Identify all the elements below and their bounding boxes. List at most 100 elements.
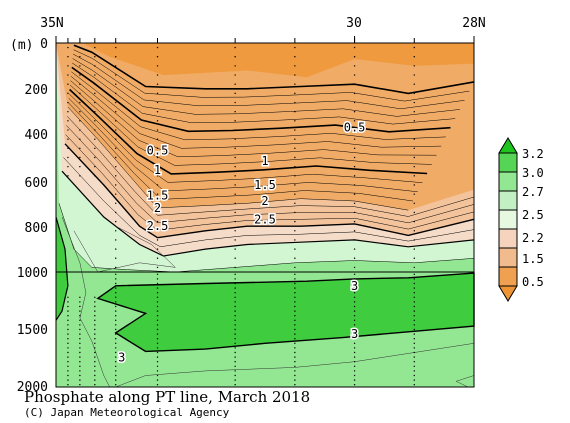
surface-fill <box>56 43 474 78</box>
station-dot-4-1980 <box>156 384 159 386</box>
station-dot-8-220 <box>413 92 415 95</box>
station-dot-1-1380 <box>79 315 81 317</box>
station-dot-4-580 <box>156 175 159 177</box>
station-dot-4-1220 <box>156 296 159 298</box>
station-dot-0-1740 <box>67 356 69 358</box>
contour-label-8: 2.5 <box>147 219 169 233</box>
station-dot-5-620 <box>234 184 236 186</box>
station-dot-8-1540 <box>413 333 415 335</box>
station-dot-4-820 <box>156 230 159 232</box>
station-dot-6-780 <box>294 220 296 223</box>
station-dot-6-660 <box>294 193 296 195</box>
station-dot-5-1780 <box>234 361 236 363</box>
station-dot-0-1500 <box>67 328 69 331</box>
station-dot-3-1860 <box>115 370 117 372</box>
station-dot-0-580 <box>67 175 69 177</box>
station-dot-5-780 <box>234 220 236 223</box>
contour-line-8 <box>70 80 437 158</box>
station-dot-6-20 <box>294 46 296 49</box>
station-dot-6-620 <box>294 184 296 186</box>
station-dot-2-1220 <box>94 296 96 298</box>
station-dot-5-1860 <box>234 370 236 372</box>
station-dot-8-1060 <box>413 278 415 280</box>
contour-line-1 <box>73 49 470 102</box>
station-dot-4-220 <box>156 92 159 95</box>
station-dot-7-340 <box>353 120 356 122</box>
station-dot-6-220 <box>294 92 296 95</box>
station-dot-1-180 <box>79 83 81 85</box>
station-dot-6-1820 <box>294 365 296 367</box>
station-dot-5-1580 <box>234 338 236 340</box>
station-dot-3-1020 <box>115 273 117 275</box>
station-dot-3-300 <box>115 111 117 113</box>
station-dot-2-1820 <box>94 365 96 367</box>
station-dot-1-1300 <box>79 305 81 308</box>
station-dot-6-1620 <box>294 342 296 344</box>
station-dot-4-1020 <box>156 273 159 275</box>
contour-label-3: 1 <box>261 154 268 168</box>
contour-label-2: 1 <box>154 163 161 177</box>
station-dot-7-140 <box>353 74 356 76</box>
station-dot-1-1700 <box>79 351 81 354</box>
station-dot-5-1540 <box>234 333 236 335</box>
contour-label-5: 1.5 <box>254 178 276 192</box>
station-dot-6-420 <box>294 138 296 140</box>
station-dot-5-500 <box>234 156 236 159</box>
station-dot-5-460 <box>234 147 236 150</box>
contour-label-7: 2 <box>261 194 268 208</box>
y-tick-label-800: 800 <box>25 221 48 236</box>
station-dot-5-180 <box>234 83 236 85</box>
station-dot-2-380 <box>94 129 96 131</box>
station-dot-7-60 <box>353 56 356 58</box>
station-dot-6-980 <box>294 266 296 269</box>
station-dot-3-1900 <box>115 374 117 377</box>
station-dot-2-1420 <box>94 319 96 321</box>
station-dot-7-1300 <box>353 305 356 308</box>
station-dot-3-1980 <box>115 384 117 386</box>
station-dot-7-1860 <box>353 370 356 372</box>
station-dot-1-1980 <box>79 384 81 386</box>
station-dot-1-1860 <box>79 370 81 372</box>
station-dot-8-900 <box>413 248 415 250</box>
chart-credit: (C) Japan Meteorological Agency <box>24 406 230 419</box>
station-dot-6-1860 <box>294 370 296 372</box>
station-dot-3-220 <box>115 92 117 95</box>
colorbar-label-2-5: 2.5 <box>522 208 544 222</box>
station-dot-3-1340 <box>115 310 117 312</box>
station-dot-2-500 <box>94 156 96 159</box>
contour-line-21 <box>58 203 475 273</box>
y-tick-label-400: 400 <box>25 128 48 143</box>
station-dot-8-1140 <box>413 287 415 289</box>
station-dot-2-1580 <box>94 338 96 340</box>
station-dot-3-660 <box>115 193 117 195</box>
station-dot-1-1540 <box>79 333 81 335</box>
contour-label-1: 0.5 <box>344 121 366 135</box>
station-dot-3-820 <box>115 230 117 232</box>
station-dot-1-380 <box>79 129 81 131</box>
station-dot-4-1140 <box>156 287 159 289</box>
station-dot-3-60 <box>115 56 117 58</box>
station-dot-5-540 <box>234 165 236 168</box>
station-dot-7-1340 <box>353 310 356 312</box>
station-dot-8-1380 <box>413 315 415 317</box>
station-dot-7-1260 <box>353 301 356 303</box>
station-dot-7-700 <box>353 202 356 204</box>
station-dot-0-1980 <box>67 384 69 386</box>
station-dot-7-380 <box>353 129 356 131</box>
station-dot-2-1860 <box>94 370 96 372</box>
station-dot-5-140 <box>234 74 236 76</box>
station-dot-7-1940 <box>353 379 356 381</box>
station-dot-5-740 <box>234 211 236 214</box>
station-dot-8-940 <box>413 257 415 259</box>
station-dot-6-900 <box>294 248 296 250</box>
station-dot-8-1740 <box>413 356 415 358</box>
station-dot-6-380 <box>294 129 296 131</box>
station-dot-0-1220 <box>67 296 69 298</box>
coastal-3-0-fill <box>56 217 68 321</box>
colorbar-band-1 <box>498 152 518 173</box>
station-dot-3-980 <box>115 266 117 269</box>
station-dot-7-660 <box>353 193 356 195</box>
station-dot-6-740 <box>294 211 296 214</box>
station-dot-8-300 <box>413 111 415 113</box>
station-dot-8-540 <box>413 165 415 168</box>
